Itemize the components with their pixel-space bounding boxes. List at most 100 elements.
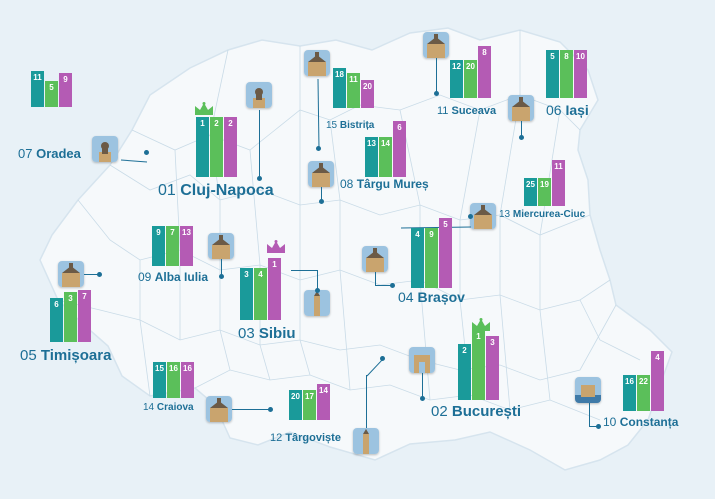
rank-bar: 17 bbox=[303, 390, 316, 420]
rank-bar-value: 12 bbox=[452, 62, 461, 71]
rank-bar: 1 bbox=[472, 330, 485, 400]
sibiu-tower-photo bbox=[304, 290, 330, 316]
rank-bar-value: 4 bbox=[655, 353, 660, 362]
rank-bar-value: 16 bbox=[183, 364, 192, 373]
leader-dot bbox=[434, 91, 439, 96]
rank-bar: 2 bbox=[458, 344, 471, 400]
leader-dot bbox=[268, 407, 273, 412]
city-rank: 10 bbox=[603, 415, 617, 429]
leader-line bbox=[521, 121, 522, 137]
leader-dot bbox=[380, 356, 385, 361]
leader-line bbox=[589, 403, 590, 426]
bar-group-bistrita: 18 11 20 bbox=[333, 68, 374, 108]
rank-bar-value: 6 bbox=[54, 300, 59, 309]
rank-bar: 18 bbox=[333, 68, 346, 108]
bar-group-iasi: 5 8 10 bbox=[546, 50, 587, 98]
rank-bar: 4 bbox=[651, 351, 664, 411]
leader-dot bbox=[144, 150, 149, 155]
rank-bar-value: 13 bbox=[182, 228, 191, 237]
rank-bar: 8 bbox=[478, 46, 491, 98]
rank-bar: 20 bbox=[289, 390, 302, 420]
rank-bar-value: 11 bbox=[554, 162, 563, 171]
rank-bar-value: 4 bbox=[258, 270, 263, 279]
city-name: Sibiu bbox=[258, 325, 296, 342]
rank-bar-value: 10 bbox=[576, 52, 585, 61]
leader-line bbox=[366, 375, 367, 428]
rank-bar-value: 1 bbox=[476, 332, 481, 341]
cluj-statue-photo bbox=[246, 82, 272, 108]
leader-dot bbox=[257, 176, 262, 181]
rank-bar-value: 22 bbox=[639, 377, 648, 386]
city-rank: 09 bbox=[138, 270, 152, 284]
bar-group-alba-iulia: 9 7 13 bbox=[152, 226, 193, 266]
leader-line bbox=[375, 272, 376, 285]
rank-bar: 25 bbox=[524, 178, 537, 206]
rank-bar: 13 bbox=[365, 137, 378, 177]
rank-bar-value: 15 bbox=[155, 364, 164, 373]
leader-dot bbox=[468, 214, 473, 219]
rank-bar: 6 bbox=[50, 298, 63, 342]
rank-bar-value: 25 bbox=[526, 180, 535, 189]
leader-line bbox=[84, 274, 99, 275]
city-name: Cluj-Napoca bbox=[180, 182, 274, 199]
rank-bar: 9 bbox=[152, 226, 165, 266]
leader-dot bbox=[390, 283, 395, 288]
targoviste-tower-photo bbox=[353, 428, 379, 454]
city-rank: 01 bbox=[158, 182, 176, 199]
rank-bar: 1 bbox=[268, 258, 281, 320]
city-name: Alba Iulia bbox=[154, 270, 209, 284]
rank-bar-value: 9 bbox=[156, 228, 161, 237]
city-rank: 15 bbox=[326, 120, 338, 131]
iasi-palace-photo bbox=[508, 95, 534, 121]
city-rank: 07 bbox=[18, 146, 33, 161]
rank-bar: 7 bbox=[166, 226, 179, 266]
rank-bar: 5 bbox=[546, 50, 559, 98]
rank-bar-value: 7 bbox=[82, 292, 87, 301]
leader-dot bbox=[97, 272, 102, 277]
leader-line bbox=[259, 110, 260, 178]
targu-mures-palace-photo bbox=[308, 161, 334, 187]
rank-bar-value: 9 bbox=[429, 230, 434, 239]
rank-bar-value: 18 bbox=[335, 70, 344, 79]
rank-bar: 9 bbox=[59, 73, 72, 107]
city-rank: 11 bbox=[437, 105, 449, 117]
rank-bar-value: 13 bbox=[367, 139, 376, 148]
rank-bar: 14 bbox=[379, 137, 392, 177]
city-label-sibiu: 03 Sibiu bbox=[238, 326, 296, 341]
rank-bar-value: 8 bbox=[482, 48, 487, 57]
leader-dot bbox=[519, 135, 524, 140]
alba-iulia-cathedral-photo bbox=[208, 233, 234, 259]
arc-de-triomphe-photo bbox=[409, 347, 435, 373]
rank-bar: 16 bbox=[167, 362, 180, 398]
leader-dot bbox=[319, 199, 324, 204]
leader-dot bbox=[219, 274, 224, 279]
leader-dot bbox=[596, 424, 601, 429]
rank-bar-value: 1 bbox=[272, 260, 277, 269]
rank-bar: 5 bbox=[45, 81, 58, 107]
rank-bar: 13 bbox=[180, 226, 193, 266]
rank-bar-value: 9 bbox=[63, 75, 68, 84]
rank-bar: 3 bbox=[240, 268, 253, 320]
rank-bar-value: 14 bbox=[319, 386, 328, 395]
rank-bar: 8 bbox=[560, 50, 573, 98]
rank-bar-value: 5 bbox=[443, 220, 448, 229]
rank-bar-value: 6 bbox=[397, 123, 402, 132]
city-name: Constanța bbox=[619, 415, 679, 429]
rank-bar: 16 bbox=[623, 375, 636, 411]
city-name: Bistrița bbox=[339, 120, 375, 131]
city-label-miercurea-ciuc: 13 Miercurea-Ciuc bbox=[499, 210, 585, 220]
city-label-suceava: 11 Suceava bbox=[437, 106, 496, 117]
city-name: Timișoara bbox=[40, 347, 112, 364]
rank-bar: 2 bbox=[210, 117, 223, 177]
miercurea-ciuc-castle-photo bbox=[470, 203, 496, 229]
rank-bar: 19 bbox=[538, 178, 551, 206]
rank-bar: 5 bbox=[439, 218, 452, 288]
rank-bar: 20 bbox=[361, 80, 374, 108]
city-label-bucuresti: 02 București bbox=[431, 404, 521, 419]
rank-bar: 14 bbox=[317, 384, 330, 420]
city-label-targu-mures: 08 Târgu Mureș bbox=[340, 178, 429, 190]
city-name: Brașov bbox=[417, 289, 465, 305]
